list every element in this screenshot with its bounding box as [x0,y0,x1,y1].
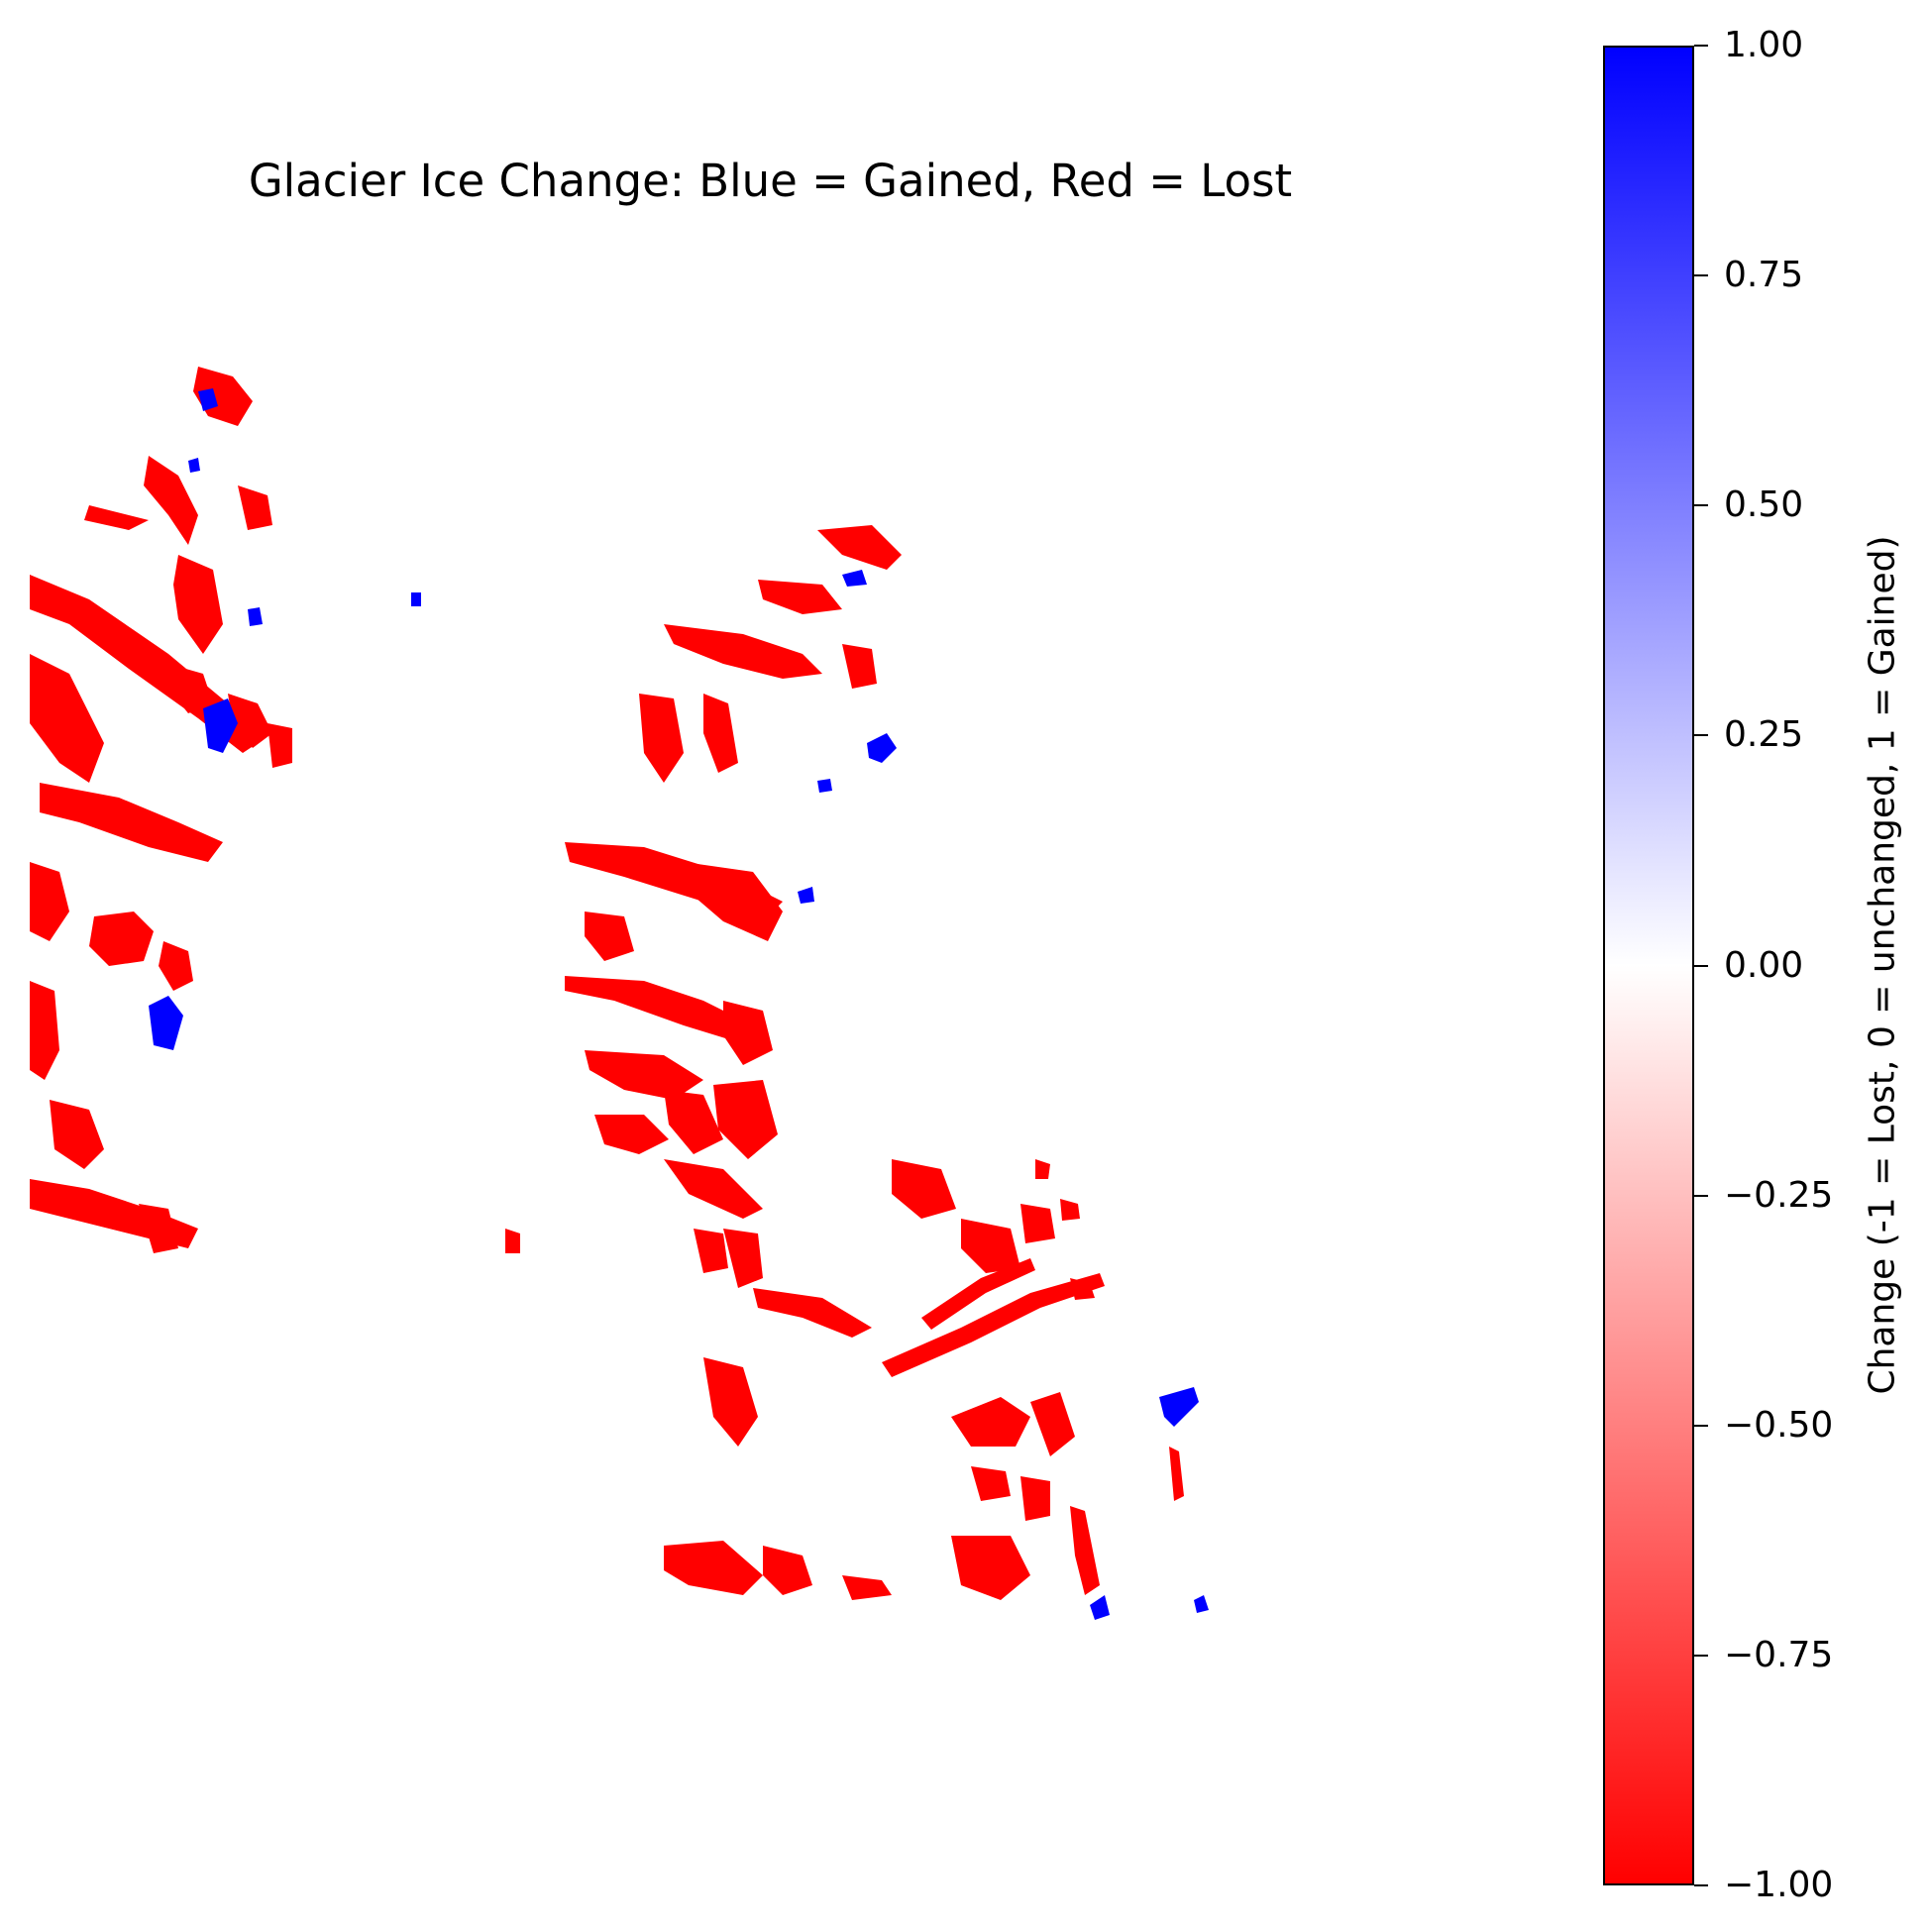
lost-patch [758,580,842,614]
colorbar-tick-mark [1694,1654,1708,1657]
lost-patch [1070,1278,1095,1300]
lost-regions [30,367,1184,1600]
lost-patch [168,664,213,713]
colorbar-tick-mark [1694,45,1708,47]
gained-patch [1159,1387,1199,1427]
lost-patch [1030,1392,1075,1456]
lost-patch [1060,1199,1080,1221]
colorbar-tick-mark [1694,1194,1708,1197]
lost-patch [585,912,634,961]
colorbar-tick-label: 1.00 [1724,25,1804,65]
lost-patch [30,981,59,1080]
lost-patch [817,525,902,570]
lost-patch [594,1115,669,1154]
gained-patch [203,698,238,753]
lost-patch [961,1219,1020,1273]
lost-patch [139,1204,178,1253]
gained-patch [798,887,814,904]
lost-patch [694,1229,728,1273]
lost-patch [703,1357,758,1447]
colorbar-tick-label: 0.00 [1724,944,1804,986]
lost-patch [664,1159,763,1219]
colorbar-tick-label: −0.50 [1724,1404,1834,1446]
lost-patch [30,862,69,941]
lost-patch [505,1229,520,1253]
lost-patch [921,1258,1035,1330]
colorbar-tick-mark [1694,1884,1708,1886]
gained-patch [149,996,183,1050]
chart-title: Glacier Ice Change: Blue = Gained, Red =… [248,155,1293,207]
colorbar-tick-mark [1694,274,1708,277]
colorbar-tick-label: 0.25 [1724,714,1804,756]
lost-patch [664,1090,723,1154]
colorbar-tick-label: 0.75 [1724,255,1804,296]
colorbar-tick-label: −0.25 [1724,1174,1834,1216]
colorbar-tick-mark [1694,734,1708,737]
lost-patch [159,941,193,991]
lost-patch [1070,1506,1100,1595]
change-map-raster [30,367,1209,1620]
lost-patch [268,723,292,768]
lost-patch [753,1288,872,1338]
lost-patch [30,654,104,783]
lost-patch [144,456,198,545]
lost-patch [842,1575,892,1600]
lost-patch [951,1397,1030,1447]
gained-patch [248,607,263,626]
lost-patch [842,644,877,689]
lost-patch [713,1080,778,1159]
colorbar-tick-mark [1694,964,1708,967]
change-map [30,228,1511,1714]
colorbar [1603,46,1694,1885]
gained-patch [867,733,897,763]
lost-patch [585,1050,703,1100]
gained-patch [1090,1595,1110,1620]
lost-patch [228,694,272,748]
lost-patch [173,555,223,654]
lost-patch [763,1546,812,1595]
colorbar-tick-mark [1694,1424,1708,1427]
lost-patch [723,1229,763,1288]
colorbar-tick-label: −1.00 [1724,1865,1834,1905]
gained-patch [817,779,832,793]
lost-patch [664,1541,763,1595]
colorbar-tick-label: 0.50 [1724,484,1804,526]
lost-patch [565,976,763,1045]
lost-patch [50,1100,104,1169]
lost-patch [951,1536,1030,1600]
lost-patch [639,694,684,783]
lost-patch [684,862,783,941]
lost-patch [84,505,149,530]
lost-patch [1035,1159,1050,1179]
lost-patch [892,1159,956,1219]
lost-patch [882,1273,1105,1377]
lost-patch [703,694,738,773]
lost-patch [971,1466,1011,1501]
lost-patch [723,1001,773,1065]
gained-patch [842,570,867,587]
lost-patch [193,367,253,426]
lost-patch [1020,1204,1055,1243]
colorbar-tick-label: −0.75 [1724,1634,1834,1675]
gained-patch [411,592,421,606]
lost-patch [238,485,272,530]
gained-patch [188,458,200,473]
colorbar-tick-mark [1694,504,1708,507]
lost-patch [1169,1447,1184,1501]
gained-patch [198,388,218,411]
lost-patch [664,624,822,679]
gained-patch [1194,1595,1209,1613]
lost-patch [1020,1476,1050,1521]
lost-patch [89,912,154,966]
gained-regions [149,388,1209,1620]
colorbar-label: Change (-1 = Lost, 0 = unchanged, 1 = Ga… [1862,535,1903,1395]
lost-patch [40,783,223,862]
